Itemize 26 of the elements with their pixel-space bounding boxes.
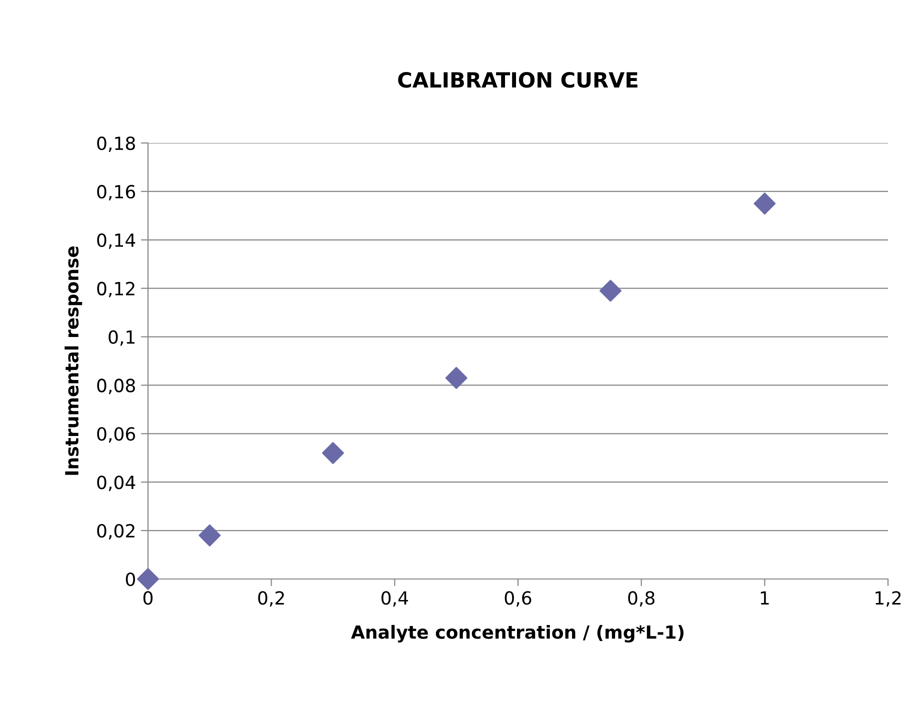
y-tick-label: 0,12: [97, 282, 134, 298]
x-tick-label: 1: [760, 591, 769, 605]
x-tick-label: 0,8: [628, 591, 654, 607]
point: [198, 524, 221, 546]
x-tick-label: 0: [143, 591, 153, 605]
chart-title: CALIBRATION CURVE: [398, 72, 638, 88]
x-tick-label: 1,2: [876, 591, 901, 607]
point: [137, 568, 159, 590]
x-tick-label: 0,2: [258, 591, 284, 607]
y-axis-title: Instrumental response: [64, 246, 82, 475]
point: [322, 442, 344, 464]
y-tick-label: 0,14: [97, 233, 136, 249]
y-tick-label: 0,1: [108, 330, 135, 346]
y-tick-label: 0,02: [97, 524, 134, 540]
y-tick-label: 0,04: [97, 476, 136, 492]
y-tick-label: 0,06: [97, 427, 136, 443]
point: [445, 366, 468, 389]
y-tick-label: 0,08: [97, 378, 135, 394]
x-tick-label: 0,6: [504, 591, 532, 607]
point: [754, 192, 776, 215]
y-tick-label: 0,18: [97, 136, 135, 152]
y-tick-label: 0: [126, 572, 135, 586]
point: [600, 280, 622, 302]
x-tick-label: 0,4: [382, 591, 408, 607]
x-axis-title: Analyte concentration / (mg*L-1): [351, 624, 684, 643]
y-tick-label: 0,16: [97, 184, 136, 200]
